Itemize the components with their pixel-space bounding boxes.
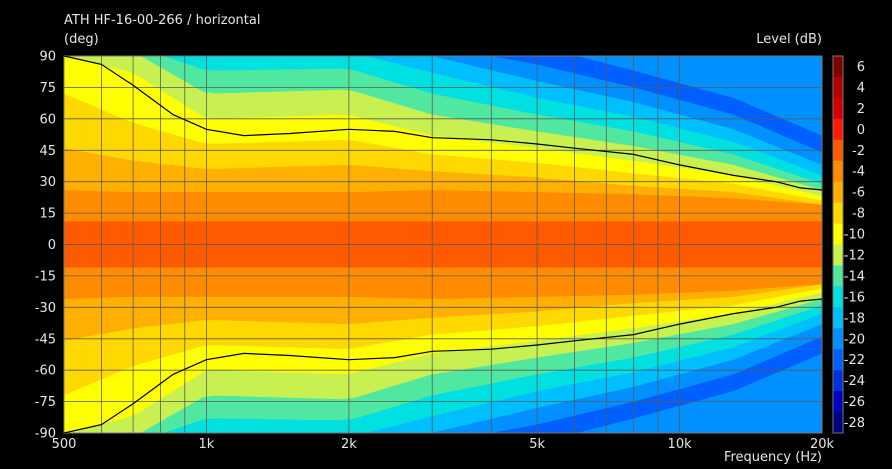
- y-tick-label: 45: [39, 144, 56, 159]
- y-axis: 90 75 60 45 30 15 0 -15 -30 -45 -60 -75 -90: [35, 50, 56, 442]
- y-axis-label: (deg): [64, 32, 99, 47]
- colorbar-tick-label: 0: [857, 123, 865, 138]
- colorbar-tick-label: -8: [852, 207, 865, 222]
- y-tick-label: -90: [35, 427, 56, 442]
- colorbar-tick-label: -12: [844, 249, 865, 264]
- colorbar-tick-label: -2: [852, 144, 865, 159]
- grid-lines: [63, 55, 823, 434]
- colorbar-tick-label: 2: [857, 102, 865, 117]
- y-tick-label: 30: [39, 175, 56, 190]
- x-axis: 500 1k 2k 5k 10k 20k: [52, 437, 835, 452]
- colorbar-label: Level (dB): [756, 32, 822, 47]
- colorbar-swatch: [833, 412, 843, 434]
- colorbar-tick-label: -4: [852, 165, 865, 180]
- colorbar-swatch: [833, 160, 843, 183]
- y-tick-label: 0: [48, 238, 56, 253]
- colorbar-tick-label: 4: [857, 81, 865, 96]
- isobar-line: [64, 56, 822, 433]
- colorbar-swatch: [833, 328, 843, 350]
- x-tick-label: 20k: [810, 437, 835, 452]
- y-tick-label: 15: [39, 207, 56, 222]
- colorbar-tick-label: -10: [844, 228, 865, 243]
- colorbar-tick-label: -16: [844, 290, 865, 305]
- colorbar-swatch: [833, 265, 843, 287]
- y-tick-label: -15: [35, 269, 56, 284]
- colorbar: 6 4 2 0 -2 -4 -6 -8 -10 -12 -14 -16 -18 -20 -22 -24 -26 -…: [832, 55, 865, 434]
- chart-title: ATH HF-16-00-266 / horizontal: [64, 13, 261, 28]
- plot-frame: [63, 55, 823, 434]
- x-axis-label: Frequency (Hz): [723, 450, 822, 465]
- colorbar-tick-label: -24: [844, 374, 865, 389]
- isobar-line-upper: [64, 56, 822, 191]
- colorbar-swatch: [833, 97, 843, 120]
- y-tick-label: -75: [35, 395, 56, 410]
- colorbar-tick-label: -26: [844, 395, 865, 410]
- x-tick-label: 1k: [198, 437, 214, 452]
- y-tick-label: 60: [39, 112, 56, 127]
- x-tick-label: 2k: [341, 437, 357, 452]
- y-tick-label: -45: [35, 332, 56, 347]
- colorbar-swatch: [833, 181, 843, 204]
- colorbar-swatch: [833, 56, 843, 78]
- y-tick-label: -30: [35, 301, 56, 316]
- colorbar-frame: [832, 55, 844, 434]
- y-tick-label: -60: [35, 364, 56, 379]
- isobar-line-lower: [64, 298, 822, 433]
- colorbar-swatch: [833, 223, 843, 245]
- colorbar-tick-label: -20: [844, 332, 865, 347]
- colorbar-tick-label: -18: [844, 311, 865, 326]
- y-tick-label: 90: [39, 50, 56, 65]
- colorbar-swatch: [833, 139, 843, 162]
- colorbar-tick-label: -28: [844, 416, 865, 431]
- x-tick-label: 10k: [668, 437, 693, 452]
- colorbar-tick-label: -14: [844, 269, 865, 284]
- y-tick-label: 75: [39, 81, 56, 96]
- colorbar-swatch: [833, 118, 843, 141]
- colorbar-swatch: [833, 370, 843, 392]
- colorbar-tick-label: 6: [857, 60, 865, 75]
- x-tick-label: 500: [52, 437, 77, 452]
- x-tick-label: 5k: [529, 437, 545, 452]
- colorbar-swatch: [833, 202, 843, 224]
- colorbar-swatch: [833, 76, 843, 99]
- colorbar-swatch: [833, 307, 843, 329]
- colorbar-swatch: [833, 349, 843, 371]
- colorbar-swatch: [833, 391, 843, 413]
- colorbar-swatch: [833, 286, 843, 308]
- colorbar-tick-label: -22: [844, 353, 865, 368]
- colorbar-swatch: [833, 244, 843, 266]
- colorbar-tick-label: -6: [852, 186, 865, 201]
